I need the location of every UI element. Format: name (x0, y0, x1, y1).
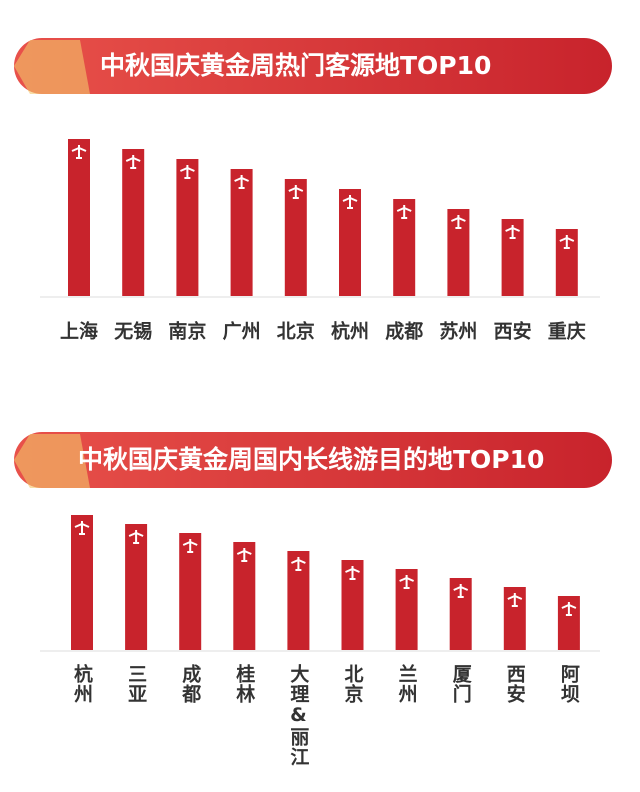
plane-icon (128, 530, 144, 544)
plane-icon (559, 235, 575, 249)
x-tick-label: 杭州 (71, 663, 93, 704)
banner-bg (14, 38, 612, 94)
x-tick-label: 西安 (504, 664, 526, 704)
plane-icon (451, 215, 466, 229)
bar (122, 149, 145, 296)
plane-icon (234, 175, 249, 189)
x-tick-label: 广州 (223, 320, 261, 343)
bar (233, 542, 256, 650)
banner-bg (14, 432, 612, 488)
x-tick-label: 桂林 (233, 663, 256, 704)
x-tick-label: 三亚 (125, 664, 147, 704)
bar (341, 560, 364, 650)
banner-deco (14, 40, 90, 94)
plane-icon (453, 584, 469, 598)
chart-title: 中秋国庆黄金周热门客源地TOP10 (100, 51, 491, 80)
x-tick-label: 北京 (342, 664, 364, 704)
plane-icon (180, 165, 195, 179)
x-tick-label: 上海 (60, 320, 98, 343)
bar (449, 578, 472, 650)
x-tick-label: 阿坝 (558, 664, 580, 704)
plane-icon (345, 566, 360, 580)
plane-icon (182, 539, 198, 553)
bar (125, 524, 148, 650)
bar (393, 199, 416, 296)
bar (501, 219, 524, 296)
plane-icon (505, 225, 520, 239)
x-tick-label: 大理&丽江 (287, 663, 309, 767)
chart-title: 中秋国庆黄金周国内长线游目的地TOP10 (78, 445, 544, 474)
plane-icon (74, 521, 90, 535)
bar (71, 515, 93, 650)
plane-icon (561, 602, 577, 616)
bar (179, 533, 202, 650)
banner-deco (14, 434, 90, 488)
bar (230, 169, 253, 296)
plane-icon (288, 185, 304, 199)
x-tick-label: 成都 (179, 663, 202, 704)
x-tick-label: 兰州 (396, 663, 418, 704)
x-tick-label: 北京 (277, 320, 315, 343)
x-tick-label: 南京 (168, 320, 206, 343)
banner: 中秋国庆黄金周国内长线游目的地TOP10 (14, 432, 612, 488)
x-tick-label: 重庆 (548, 320, 586, 343)
bar (284, 179, 307, 296)
plane-icon (396, 205, 412, 219)
bar (503, 587, 526, 650)
bar (447, 209, 470, 296)
bar (395, 569, 418, 650)
bar (176, 159, 199, 296)
plane-icon (342, 195, 358, 209)
x-tick-label: 无锡 (114, 320, 152, 343)
plane-icon (71, 145, 87, 159)
plane-icon (507, 593, 523, 607)
plane-icon (399, 575, 414, 589)
bar (287, 551, 310, 650)
bar (339, 189, 361, 296)
x-tick-label: 厦门 (450, 664, 472, 704)
bar (555, 229, 578, 296)
bar (68, 139, 90, 296)
plane-icon (236, 548, 252, 562)
plane-icon (125, 155, 141, 169)
plane-icon (291, 557, 306, 571)
bar (557, 596, 580, 650)
x-tick-label: 成都 (385, 320, 423, 343)
banner: 中秋国庆黄金周热门客源地TOP10 (14, 38, 612, 94)
x-tick-label: 西安 (494, 320, 532, 343)
x-tick-label: 杭州 (331, 320, 369, 343)
x-tick-label: 苏州 (439, 320, 477, 343)
